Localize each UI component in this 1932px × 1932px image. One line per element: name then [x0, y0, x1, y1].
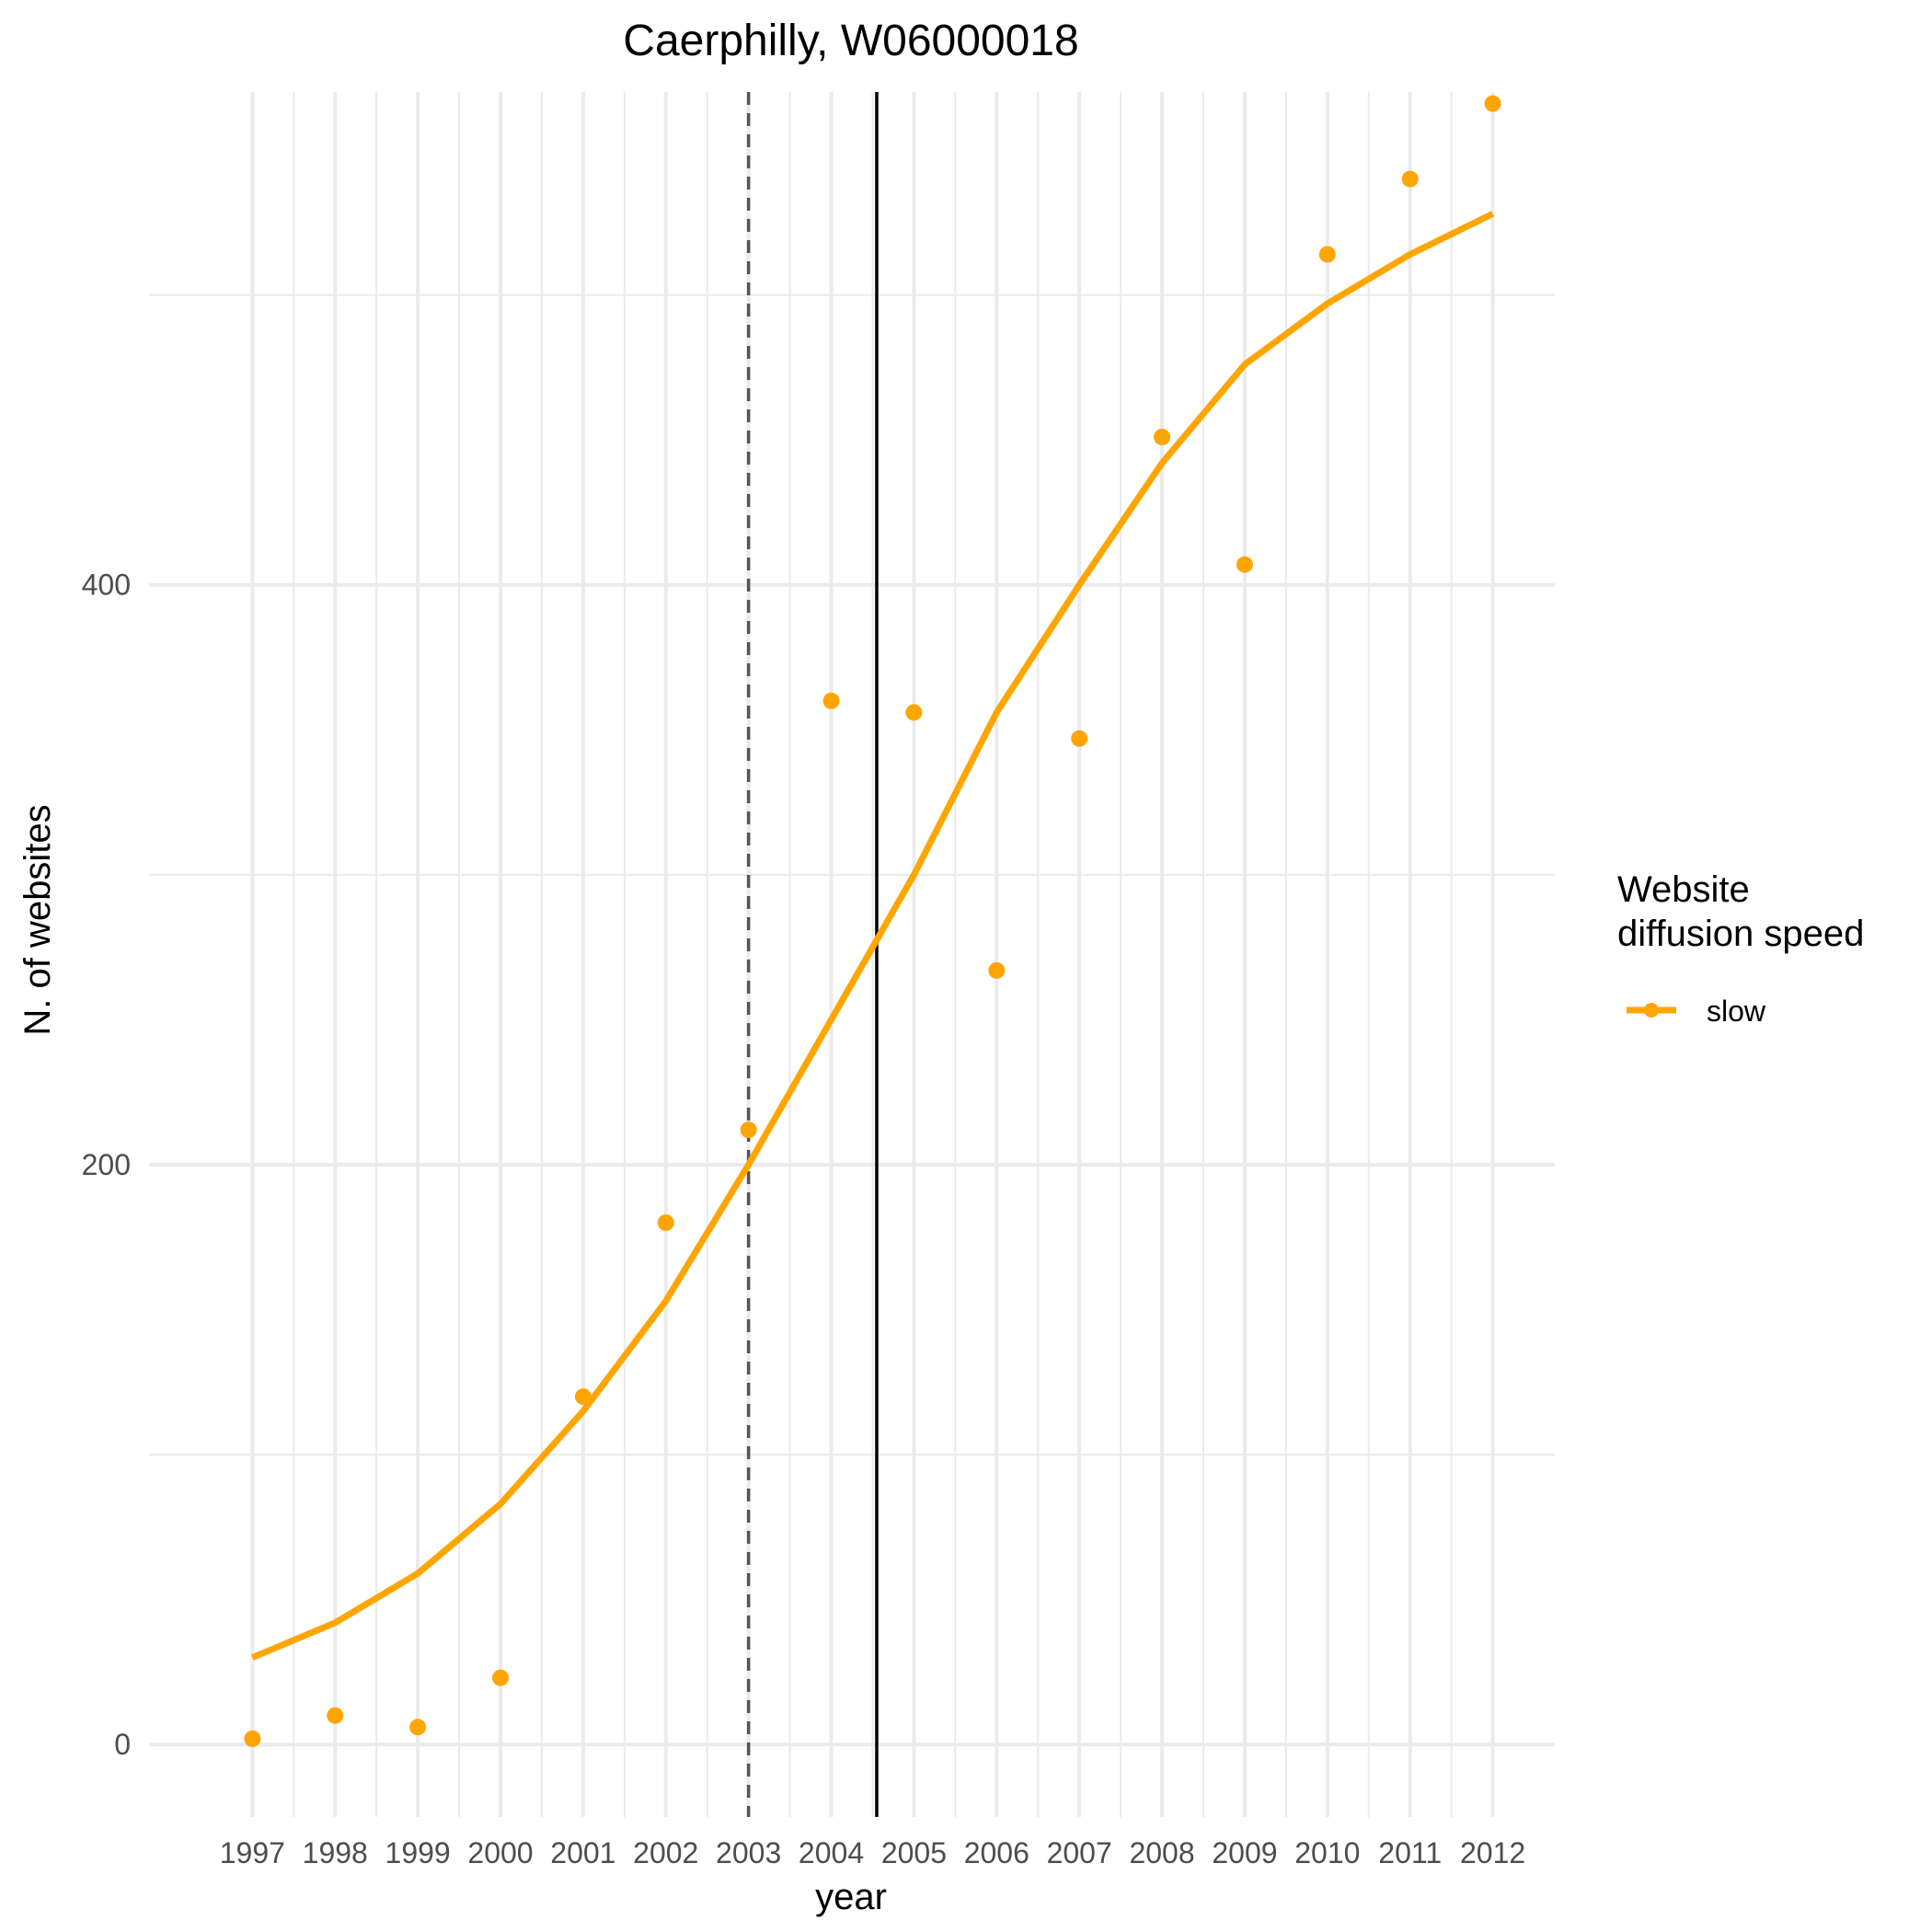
data-point-slow-2001: [574, 1388, 592, 1406]
data-point-slow-2007: [1071, 730, 1088, 747]
x-tick-label: 2011: [1378, 1836, 1442, 1869]
major-gridlines: [149, 92, 1555, 1817]
x-tick-label: 2004: [799, 1836, 864, 1869]
x-tick-labels: 1997 1998 1999 2000 2001 2002 2003 2004 2005 2006…: [220, 1836, 1525, 1869]
legend-title-line-2: diffusion speed: [1617, 914, 1864, 954]
x-tick-label: 2006: [964, 1836, 1029, 1869]
y-tick-labels: 0 200 400: [82, 569, 131, 1762]
data-point-slow-2008: [1154, 429, 1171, 445]
minor-gridlines: [149, 92, 1555, 1817]
y-tick-label: 0: [114, 1728, 131, 1761]
x-tick-label: 1998: [303, 1836, 368, 1869]
x-tick-label: 2002: [633, 1836, 698, 1869]
x-tick-label: 1997: [220, 1836, 285, 1869]
data-point-slow-2004: [822, 692, 840, 709]
x-tick-label: 2012: [1460, 1836, 1525, 1869]
data-point-slow-2009: [1236, 556, 1253, 573]
y-tick-label: 200: [82, 1148, 131, 1181]
fitted-line-layer: [250, 211, 1495, 1661]
series-slow-fitted-line: [250, 211, 1495, 1661]
x-tick-label: 2000: [467, 1836, 533, 1869]
data-point-slow-2011: [1401, 170, 1419, 188]
data-point-slow-2012: [1484, 95, 1501, 112]
data-point-slow-2005: [905, 704, 923, 721]
legend: Website diffusion speed slow: [1617, 869, 1864, 1028]
x-tick-label: 2003: [716, 1836, 781, 1869]
x-tick-label: 2008: [1129, 1836, 1194, 1869]
data-point-slow-1997: [244, 1730, 261, 1747]
points-layer: [244, 95, 1501, 1747]
reference-lines: [746, 92, 879, 1817]
x-axis-title: year: [815, 1877, 887, 1917]
x-tick-label: 2010: [1294, 1836, 1360, 1869]
data-point-slow-2002: [657, 1213, 674, 1231]
data-point-slow-2000: [492, 1669, 509, 1686]
x-tick-label: 2001: [550, 1836, 615, 1869]
chart-title: Caerphilly, W06000018: [623, 17, 1078, 65]
legend-label-slow: slow: [1707, 995, 1766, 1028]
x-tick-label: 2007: [1047, 1836, 1112, 1869]
y-tick-label: 400: [82, 569, 131, 602]
legend-title-line-1: Website: [1617, 869, 1750, 910]
x-tick-label: 2009: [1212, 1836, 1277, 1869]
x-tick-label: 2005: [881, 1836, 947, 1869]
data-point-slow-1998: [327, 1707, 344, 1724]
data-point-slow-2010: [1318, 246, 1336, 263]
data-point-slow-1999: [409, 1719, 427, 1736]
data-point-slow-2003: [740, 1121, 757, 1139]
data-point-slow-2006: [988, 961, 1006, 979]
legend-key-point: [1644, 1003, 1659, 1018]
x-tick-label: 1999: [385, 1836, 451, 1869]
y-axis-title: N. of websites: [17, 804, 58, 1035]
